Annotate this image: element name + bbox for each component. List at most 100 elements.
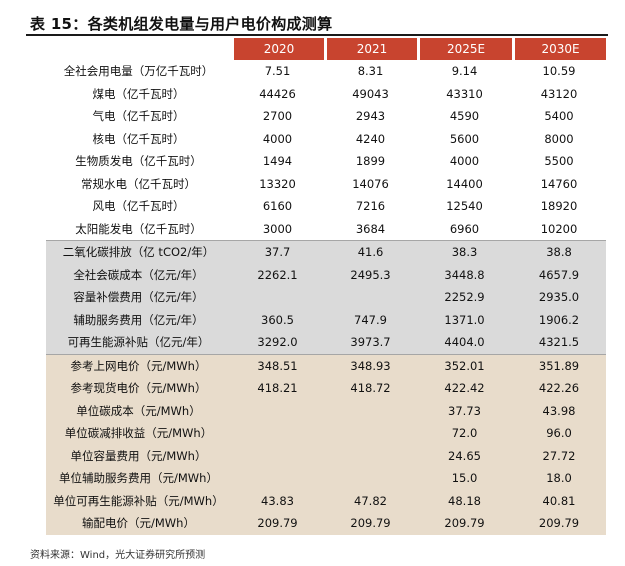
value-cell: 360.5 (231, 308, 324, 331)
value-cell: 2943 (324, 105, 417, 128)
row-label: 风电（亿千瓦时） (46, 195, 231, 218)
value-cell: 4000 (231, 127, 324, 150)
value-cell: 43310 (417, 82, 512, 105)
value-cell: 5500 (512, 150, 606, 173)
row-label: 单位碳减排收益（元/MWh） (46, 422, 231, 445)
value-cell: 9.14 (417, 60, 512, 83)
value-cell: 5400 (512, 105, 606, 128)
row-label: 太阳能发电（亿千瓦时） (46, 217, 231, 240)
value-cell: 6160 (231, 195, 324, 218)
value-cell: 418.21 (231, 377, 324, 400)
value-cell: 5600 (417, 127, 512, 150)
row-label: 参考上网电价（元/MWh） (46, 353, 231, 377)
row-label: 气电（亿千瓦时） (46, 105, 231, 128)
row-label: 可再生能源补贴（亿元/年） (46, 331, 231, 354)
value-cell: 8.31 (324, 60, 417, 83)
value-cell: 49043 (324, 82, 417, 105)
table-row: 全社会碳成本（亿元/年） 2262.1 2495.3 3448.8 4657.9 (46, 263, 606, 286)
value-cell (231, 422, 324, 445)
header-cell (46, 38, 231, 60)
value-cell: 2495.3 (324, 263, 417, 286)
value-cell: 3684 (324, 217, 417, 240)
row-label: 辅助服务费用（亿元/年） (46, 308, 231, 331)
value-cell: 1371.0 (417, 308, 512, 331)
value-cell: 1494 (231, 150, 324, 173)
value-cell: 351.89 (512, 353, 606, 377)
row-label: 全社会碳成本（亿元/年） (46, 263, 231, 286)
table-row: 全社会用电量（万亿千瓦时） 7.51 8.31 9.14 10.59 (46, 60, 606, 83)
row-label: 核电（亿千瓦时） (46, 127, 231, 150)
value-cell: 44426 (231, 82, 324, 105)
value-cell (324, 467, 417, 490)
value-cell: 12540 (417, 195, 512, 218)
value-cell (324, 286, 417, 309)
row-label: 二氧化碳排放（亿 tCO2/年） (46, 240, 231, 264)
value-cell (231, 444, 324, 467)
value-cell: 24.65 (417, 444, 512, 467)
value-cell: 96.0 (512, 422, 606, 445)
source-note: 资料来源：Wind，光大证券研究所预测 (30, 550, 206, 561)
value-cell: 14076 (324, 172, 417, 195)
value-cell: 422.26 (512, 377, 606, 400)
header-row: 2020 2021 2025E 2030E (46, 38, 606, 60)
table-row: 容量补偿费用（亿元/年） 2252.9 2935.0 (46, 286, 606, 309)
table-row: 太阳能发电（亿千瓦时） 3000 3684 6960 10200 (46, 217, 606, 240)
row-label: 单位辅助服务费用（元/MWh） (46, 467, 231, 490)
header-cell: 2020 (231, 38, 324, 60)
header-cell: 2021 (324, 38, 417, 60)
value-cell: 10200 (512, 217, 606, 240)
value-cell: 14400 (417, 172, 512, 195)
table-row: 辅助服务费用（亿元/年） 360.5 747.9 1371.0 1906.2 (46, 308, 606, 331)
value-cell: 1906.2 (512, 308, 606, 331)
table-row: 煤电（亿千瓦时） 44426 49043 43310 43120 (46, 82, 606, 105)
value-cell: 37.73 (417, 399, 512, 422)
value-cell: 14760 (512, 172, 606, 195)
value-cell: 352.01 (417, 353, 512, 377)
table-row: 气电（亿千瓦时） 2700 2943 4590 5400 (46, 105, 606, 128)
table-row: 单位碳减排收益（元/MWh） 72.0 96.0 (46, 422, 606, 445)
header-cell: 2030E (512, 38, 606, 60)
value-cell: 2262.1 (231, 263, 324, 286)
value-cell: 37.7 (231, 240, 324, 264)
value-cell: 1899 (324, 150, 417, 173)
value-cell: 7.51 (231, 60, 324, 83)
value-cell: 418.72 (324, 377, 417, 400)
title-rule (26, 34, 608, 36)
data-table: 2020 2021 2025E 2030E 全社会用电量（万亿千瓦时） 7.51 8… (46, 38, 606, 535)
value-cell: 13320 (231, 172, 324, 195)
row-label: 输配电价（元/MWh） (46, 512, 231, 535)
row-label: 生物质发电（亿千瓦时） (46, 150, 231, 173)
value-cell (231, 399, 324, 422)
value-cell: 48.18 (417, 489, 512, 512)
value-cell: 2700 (231, 105, 324, 128)
value-cell: 3292.0 (231, 331, 324, 354)
value-cell: 43.83 (231, 489, 324, 512)
value-cell: 4240 (324, 127, 417, 150)
value-cell: 18.0 (512, 467, 606, 490)
table-row: 单位辅助服务费用（元/MWh） 15.0 18.0 (46, 467, 606, 490)
value-cell: 10.59 (512, 60, 606, 83)
table-row: 输配电价（元/MWh） 209.79 209.79 209.79 209.79 (46, 512, 606, 535)
value-cell: 4590 (417, 105, 512, 128)
value-cell: 209.79 (231, 512, 324, 535)
header-cell: 2025E (417, 38, 512, 60)
value-cell: 38.3 (417, 240, 512, 264)
row-label: 单位容量费用（元/MWh） (46, 444, 231, 467)
value-cell (324, 444, 417, 467)
row-label: 单位碳成本（元/MWh） (46, 399, 231, 422)
value-cell: 7216 (324, 195, 417, 218)
table-row: 可再生能源补贴（亿元/年） 3292.0 3973.7 4404.0 4321.5 (46, 331, 606, 354)
table-row: 生物质发电（亿千瓦时） 1494 1899 4000 5500 (46, 150, 606, 173)
value-cell: 41.6 (324, 240, 417, 264)
value-cell: 72.0 (417, 422, 512, 445)
row-label: 参考现货电价（元/MWh） (46, 377, 231, 400)
table-title: 表 15：各类机组发电量与用户电价构成测算 (30, 15, 333, 33)
table-row: 参考上网电价（元/MWh） 348.51 348.93 352.01 351.89 (46, 353, 606, 377)
table-row: 二氧化碳排放（亿 tCO2/年） 37.7 41.6 38.3 38.8 (46, 240, 606, 264)
value-cell (324, 399, 417, 422)
table-row: 单位容量费用（元/MWh） 24.65 27.72 (46, 444, 606, 467)
value-cell: 15.0 (417, 467, 512, 490)
value-cell: 6960 (417, 217, 512, 240)
value-cell: 8000 (512, 127, 606, 150)
value-cell: 3448.8 (417, 263, 512, 286)
